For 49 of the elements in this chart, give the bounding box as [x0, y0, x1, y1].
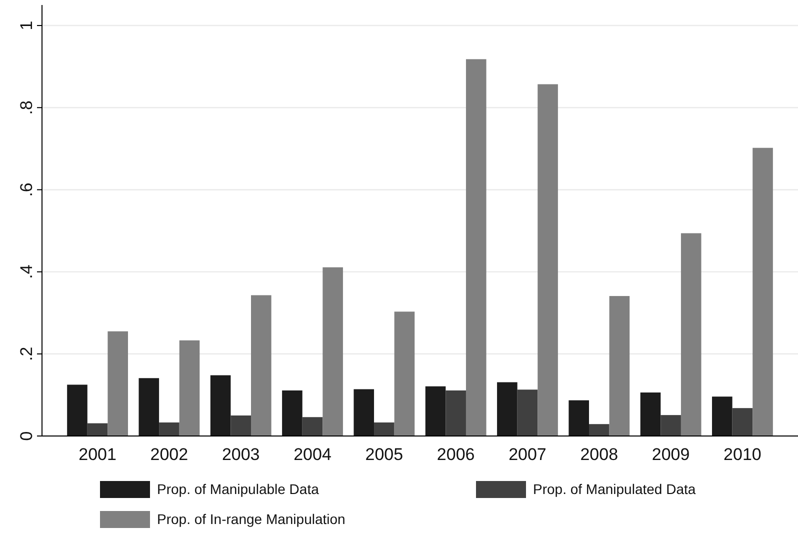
bar — [87, 423, 108, 436]
legend-label: Prop. of In-range Manipulation — [157, 511, 346, 527]
y-tick-label: .2 — [17, 346, 36, 361]
bar — [680, 233, 702, 436]
x-tick-label: 2003 — [222, 445, 260, 464]
bar — [446, 390, 466, 436]
bar — [609, 296, 630, 436]
y-tick-label: 1 — [17, 20, 36, 30]
y-tick-label: .6 — [17, 182, 36, 197]
bar — [425, 386, 446, 436]
bar — [179, 340, 200, 436]
x-tick-label: 2010 — [724, 445, 762, 464]
x-tick-label: 2001 — [78, 445, 116, 464]
x-tick-label: 2008 — [580, 445, 618, 464]
bar — [640, 392, 661, 436]
bar — [568, 400, 589, 436]
y-tick-label: 0 — [17, 431, 36, 441]
bar — [588, 424, 610, 436]
bar — [230, 415, 252, 436]
bar — [67, 384, 88, 436]
bar — [517, 390, 538, 436]
bar — [538, 84, 558, 436]
y-tick-label: .4 — [17, 264, 36, 279]
x-tick-label: 2007 — [508, 445, 546, 464]
bar — [712, 396, 732, 436]
bar — [302, 417, 323, 436]
x-tick-label: 2004 — [294, 445, 332, 464]
bar — [732, 408, 753, 436]
bar — [159, 422, 180, 436]
x-tick-label: 2005 — [365, 445, 404, 464]
bar — [354, 389, 374, 436]
x-tick-label: 2002 — [150, 445, 188, 464]
bar — [108, 331, 128, 436]
bar — [466, 59, 486, 436]
bar — [138, 378, 160, 436]
bar — [282, 390, 302, 436]
bar — [210, 375, 231, 436]
bar — [394, 312, 415, 436]
bar — [497, 382, 518, 436]
bar — [251, 295, 272, 436]
bar — [752, 148, 773, 436]
legend-label: Prop. of Manipulated Data — [533, 481, 696, 497]
bar — [660, 415, 681, 436]
x-tick-label: 2009 — [652, 445, 690, 464]
bar — [374, 422, 394, 436]
y-tick-label: .8 — [17, 100, 36, 115]
x-tick-label: 2006 — [436, 445, 475, 464]
bar — [322, 267, 343, 436]
legend-label: Prop. of Manipulable Data — [157, 481, 320, 497]
